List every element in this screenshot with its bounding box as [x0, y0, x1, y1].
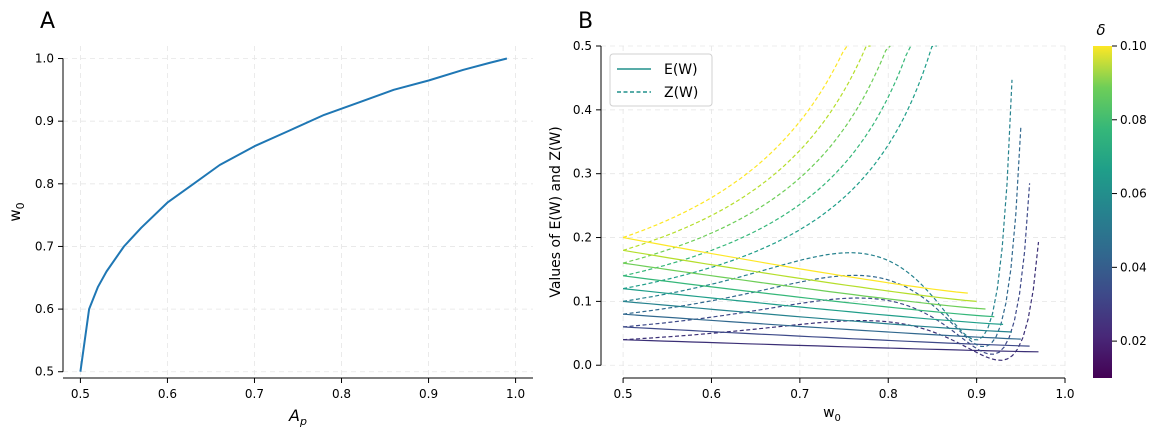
panel-b-z-line-3 — [623, 79, 1013, 341]
panel-a-x-tick-label: 0.8 — [332, 387, 351, 401]
colorbar-gradient — [1093, 46, 1112, 378]
panel-b-y-tick-label: 0.3 — [573, 167, 592, 181]
panel-b-y-ticks: 0.0 0.1 0.2 0.3 0.4 0.5 — [573, 39, 601, 372]
panel-a-y-tick-label: 0.8 — [35, 177, 54, 191]
panel-a-x-tick-label: 0.5 — [71, 387, 90, 401]
panel-a-y-tick-label: 1.0 — [35, 52, 54, 66]
panel-a-x-tick-label: 0.6 — [158, 387, 177, 401]
panel-a-lines — [79, 57, 508, 372]
panel-b-lines — [622, 45, 1040, 361]
panel-b-e-line-0 — [623, 339, 1039, 353]
panel-b-z-line-4 — [622, 45, 937, 290]
panel-b-e-line-6 — [623, 262, 986, 310]
panel-b-e-line-7 — [622, 249, 977, 302]
panel-b-y-tick-label: 0.2 — [573, 231, 592, 245]
panel-a-x-tick-label: 0.7 — [245, 387, 264, 401]
panel-a-label: A — [40, 9, 55, 34]
panel-a-y-label: w0 — [6, 202, 27, 221]
colorbar-ticks: 0.02 0.04 0.06 0.08 0.10 — [1112, 39, 1147, 348]
panel-b-z-line-8 — [622, 45, 848, 239]
panel-b-z-line-6 — [622, 45, 891, 264]
panel-a-axes — [62, 58, 533, 379]
panel-b-z-line-2 — [623, 127, 1022, 348]
panel-b-x-tick-label: 0.9 — [967, 387, 986, 401]
panel-a: A 0.5 0.6 0.7 0.8 0.9 1.0 0.50.60.70.80.91.0 … — [6, 9, 533, 428]
colorbar-tick-label: 0.06 — [1120, 187, 1147, 201]
legend-label-e: E(W) — [664, 62, 698, 78]
panel-a-x-ticks: 0.5 0.6 0.7 0.8 0.9 1.0 — [71, 378, 525, 401]
colorbar-title: δ — [1096, 21, 1105, 39]
panel-b-e-line-1 — [623, 326, 1030, 347]
panel-b-axes — [600, 46, 1065, 379]
legend-box — [609, 53, 713, 107]
legend-label-z: Z(W) — [664, 85, 698, 101]
panel-a-grid — [63, 46, 533, 378]
panel-b-e-line-8 — [622, 236, 968, 294]
panel-b-y-tick-label: 0.1 — [573, 294, 592, 308]
panel-b-e-line-2 — [623, 313, 1021, 340]
colorbar-tick-label: 0.02 — [1120, 334, 1147, 348]
panel-b-x-tick-label: 0.8 — [879, 387, 898, 401]
panel-a-y-tick-label: 0.9 — [35, 114, 54, 128]
panel-b-x-ticks: 0.5 0.6 0.7 0.8 0.9 1.0 — [614, 378, 1075, 401]
panel-b-y-label: Values of E(W) and Z(W) — [548, 126, 564, 297]
panel-b-e-line-3 — [623, 300, 1013, 333]
panel-b-y-tick-label: 0.4 — [573, 103, 592, 117]
colorbar-tick-label: 0.04 — [1120, 260, 1147, 274]
colorbar-tick-label: 0.08 — [1120, 113, 1147, 127]
panel-b-x-tick-label: 0.7 — [790, 387, 809, 401]
panel-b-z-line-5 — [622, 45, 912, 277]
panel-b-e-line-4 — [623, 288, 1004, 325]
panel-b-x-tick-label: 1.0 — [1055, 387, 1074, 401]
panel-b-y-tick-label: 0.5 — [573, 39, 592, 53]
panel-a-y-tick-label: 0.6 — [35, 302, 54, 316]
legend: E(W) Z(W) — [609, 53, 713, 107]
panel-a-series-line — [79, 57, 508, 372]
panel-a-x-tick-label: 0.9 — [419, 387, 438, 401]
colorbar: δ 0.02 0.04 0.06 0.08 0.10 — [1093, 21, 1147, 378]
panel-a-y-tick-label: 0.5 — [35, 365, 54, 379]
panel-b-x-tick-label: 0.6 — [702, 387, 721, 401]
panel-b-x-tick-label: 0.5 — [614, 387, 633, 401]
panel-b-e-line-5 — [623, 275, 995, 318]
panel-b-x-label: w0 — [823, 405, 841, 424]
panel-a-y-ticks: 0.5 0.6 0.7 0.8 0.9 1.0 — [35, 52, 63, 379]
panel-b-label: B — [578, 9, 593, 34]
panel-a-x-label: Ap — [288, 406, 307, 428]
panel-a-x-tick-label: 1.0 — [506, 387, 525, 401]
panel-b: B 0.5 0.6 0.7 0.8 0.9 1.0 0.0 0.1 0.2 0.3 0.4 0.5 … — [548, 9, 1075, 424]
panel-b-z-line-0 — [623, 241, 1040, 361]
colorbar-tick-label: 0.10 — [1120, 39, 1147, 53]
panel-a-y-tick-label: 0.7 — [35, 239, 54, 253]
panel-b-y-tick-label: 0.0 — [573, 358, 592, 372]
